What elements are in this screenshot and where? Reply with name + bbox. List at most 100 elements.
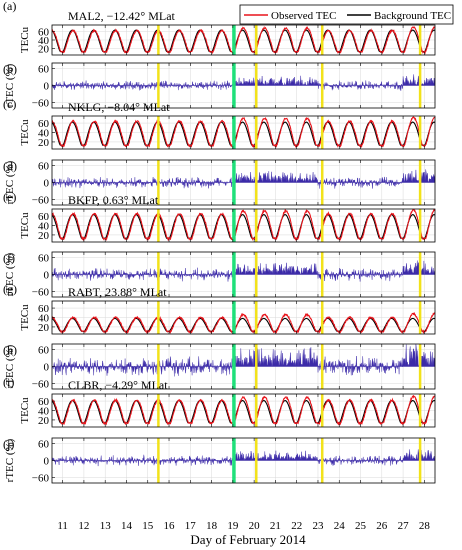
x-tick-label: 17 xyxy=(185,520,197,532)
legend: Observed TEC Background TEC xyxy=(239,4,454,25)
station-title-g: RABT, 23.88° MLat xyxy=(68,285,167,299)
panel-label-g: (g) xyxy=(3,282,17,296)
series-background-e xyxy=(52,214,435,239)
panel-j: −60 0 60 rTEC (%)(j) xyxy=(3,437,436,484)
x-tick-label: 19 xyxy=(227,520,239,532)
y-tick-label: 0 xyxy=(44,178,50,190)
panel-b: −60 0 60 rTEC (%)(b) xyxy=(3,62,436,109)
series-observed-g xyxy=(52,311,435,334)
plot-area-b xyxy=(52,74,435,91)
plot-area-i xyxy=(52,394,435,426)
y-tick-label: −60 xyxy=(32,472,50,484)
plot-area-g xyxy=(52,311,435,334)
y-tick-label: 60 xyxy=(38,211,50,223)
y-tick-label: 20 xyxy=(38,415,50,427)
y-axis-label-i: TECu xyxy=(19,397,31,424)
plot-area-j xyxy=(52,449,435,467)
series-rtec-b xyxy=(52,74,435,91)
series-observed-e xyxy=(52,209,435,242)
legend-background-label: Background TEC xyxy=(374,10,451,22)
series-observed-i xyxy=(52,394,435,426)
series-rtec-j xyxy=(52,449,435,467)
x-tick-label: 11 xyxy=(57,520,68,532)
panel-label-f: (f) xyxy=(3,251,15,265)
legend-observed-label: Observed TEC xyxy=(271,10,336,22)
station-title-a: MAL2, −12.42° MLat xyxy=(68,9,176,23)
y-tick-label: −60 xyxy=(32,97,50,109)
y-tick-label: 40 xyxy=(38,128,50,140)
grid-e xyxy=(52,209,435,242)
y-tick-label: 60 xyxy=(38,345,50,357)
panel-h: −60 0 60 rTEC (%)(h) xyxy=(3,343,436,390)
y-tick-label: 60 xyxy=(38,26,50,38)
panel-label-e: (e) xyxy=(3,190,16,204)
x-tick-label: 26 xyxy=(376,520,388,532)
x-tick-label: 15 xyxy=(142,520,154,532)
y-tick-label: 20 xyxy=(38,322,50,334)
plot-area-c xyxy=(52,116,435,149)
x-tick-label: 12 xyxy=(78,520,89,532)
series-rtec-h xyxy=(52,344,435,377)
y-tick-label: 60 xyxy=(38,118,50,130)
panel-label-a: (a) xyxy=(3,0,16,13)
series-rtec-d xyxy=(52,169,435,189)
y-tick-label: 60 xyxy=(38,64,50,76)
y-axis-label-b: rTEC (%) xyxy=(4,63,16,107)
y-axis-label-d: rTEC (%) xyxy=(4,160,16,204)
panel-label-b: (b) xyxy=(3,62,17,76)
plot-area-f xyxy=(52,260,435,282)
series-rtec-f xyxy=(52,260,435,282)
y-tick-label: −60 xyxy=(32,194,50,206)
panel-f: −60 0 60 rTEC (%)(f) xyxy=(3,251,436,298)
plot-area-a xyxy=(52,25,435,55)
x-tick-label: 28 xyxy=(419,520,431,532)
series-observed-a xyxy=(52,25,435,55)
y-tick-label: 60 xyxy=(38,303,50,315)
y-tick-label: 40 xyxy=(38,221,50,233)
y-tick-label: 40 xyxy=(38,406,50,418)
x-tick-label: 18 xyxy=(206,520,218,532)
x-axis: 11 12 13 14 15 16 17 18 19 20 21 22 23 24 25 26 27 28 xyxy=(57,520,430,532)
station-title-i: CLBR, −4.29° MLat xyxy=(68,378,168,392)
y-axis-label-c: TECu xyxy=(19,119,31,146)
x-tick-label: 16 xyxy=(164,520,176,532)
y-tick-label: 20 xyxy=(38,44,50,56)
station-title-c: NKLG, −8.04° MLat xyxy=(68,100,170,114)
station-title-e: BKFP, 0.63° MLat xyxy=(68,193,159,207)
x-tick-label: 14 xyxy=(121,520,133,532)
y-axis-label-f: rTEC (%) xyxy=(4,252,16,296)
x-tick-label: 22 xyxy=(291,520,302,532)
y-tick-label: 0 xyxy=(44,81,50,93)
y-axis-label-h: rTEC (%) xyxy=(4,344,16,388)
x-tick-label: 27 xyxy=(398,520,410,532)
x-tick-label: 25 xyxy=(355,520,367,532)
y-tick-label: 60 xyxy=(38,439,50,451)
y-tick-label: 40 xyxy=(38,35,50,47)
y-tick-label: 40 xyxy=(38,313,50,325)
x-tick-label: 24 xyxy=(334,520,346,532)
y-tick-label: 0 xyxy=(44,362,50,374)
panel-label-c: (c) xyxy=(3,97,16,111)
y-tick-label: 60 xyxy=(38,161,50,173)
panel-label-i: (i) xyxy=(3,375,14,389)
series-background-c xyxy=(52,121,435,146)
x-tick-label: 23 xyxy=(312,520,324,532)
panel-label-d: (d) xyxy=(3,159,17,173)
y-tick-label: 60 xyxy=(38,396,50,408)
y-tick-label: 0 xyxy=(44,270,50,282)
panel-d: −60 0 60 rTEC (%)(d) xyxy=(3,159,436,206)
y-tick-label: 20 xyxy=(38,137,50,149)
y-tick-label: −60 xyxy=(32,378,50,390)
x-tick-label: 20 xyxy=(249,520,261,532)
y-axis-label-e: TECu xyxy=(19,212,31,239)
y-axis-label-a: TECu xyxy=(19,26,31,53)
series-observed-c xyxy=(52,116,435,149)
plot-area-e xyxy=(52,209,435,242)
x-tick-label: 13 xyxy=(100,520,112,532)
series-background-g xyxy=(52,317,435,332)
